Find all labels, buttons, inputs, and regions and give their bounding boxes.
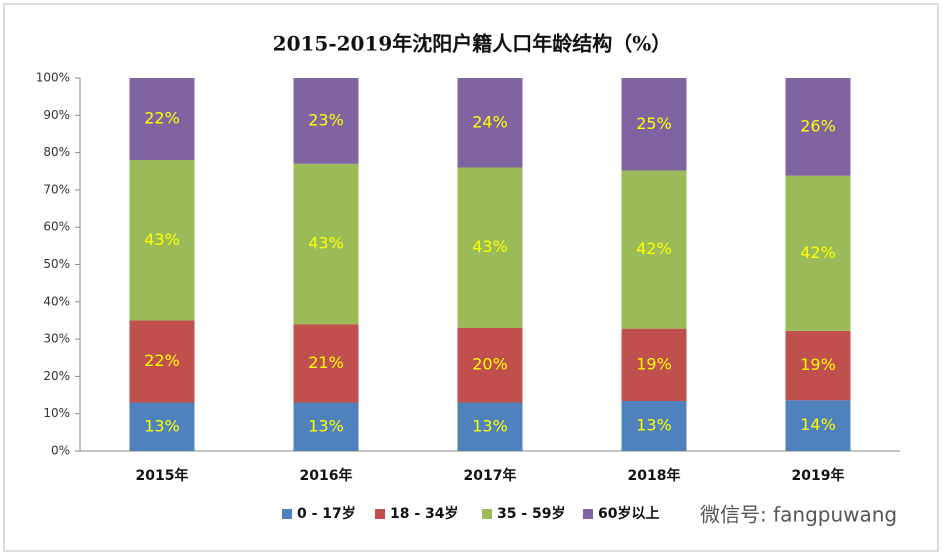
legend-label: 0 - 17岁 [297, 505, 356, 522]
bar-segment [457, 402, 523, 451]
y-tick-label: 40% [43, 294, 70, 308]
data-label: 43% [308, 233, 344, 252]
bar-segment [293, 163, 359, 325]
y-tick-label: 100% [36, 71, 70, 85]
bar-segment [785, 78, 851, 176]
y-tick-label: 50% [43, 257, 70, 271]
legend-swatch [282, 509, 292, 519]
bar-segment [785, 175, 851, 331]
data-label: 13% [636, 416, 672, 435]
x-tick-label: 2015年 [136, 467, 189, 484]
data-label: 23% [308, 110, 344, 129]
data-label: 24% [472, 112, 508, 131]
bar-segment [457, 167, 523, 328]
bar-segment [129, 320, 195, 403]
bar-segment [621, 401, 687, 451]
bar-segment [785, 400, 851, 451]
data-label: 42% [636, 239, 672, 258]
y-tick-label: 70% [43, 182, 70, 196]
bar-segment [457, 78, 523, 168]
bar-segment [457, 327, 523, 403]
data-label: 13% [144, 416, 180, 435]
y-tick-label: 20% [43, 369, 70, 383]
bar-segment [621, 170, 687, 329]
bar-segment [129, 78, 195, 161]
legend-label: 60岁以上 [598, 505, 659, 522]
y-tick-label: 0% [51, 444, 70, 458]
data-label: 25% [636, 114, 672, 133]
data-label: 19% [800, 355, 836, 374]
data-label: 21% [308, 353, 344, 372]
data-label: 14% [800, 415, 836, 434]
bar-segment [129, 160, 195, 321]
y-tick-label: 80% [43, 145, 70, 159]
x-tick-label: 2017年 [464, 467, 517, 484]
data-label: 43% [472, 237, 508, 256]
y-tick-label: 60% [43, 220, 70, 234]
data-label: 19% [636, 354, 672, 373]
data-label: 13% [472, 416, 508, 435]
data-label: 42% [800, 243, 836, 262]
bar-segment [293, 78, 359, 164]
x-tick-label: 2019年 [792, 467, 845, 484]
data-label: 26% [800, 116, 836, 135]
bar-segment [621, 328, 687, 402]
data-label: 20% [472, 355, 508, 374]
data-label: 43% [144, 230, 180, 249]
bar-segment [129, 402, 195, 451]
data-label: 22% [144, 351, 180, 370]
y-tick-label: 90% [43, 108, 70, 122]
bar-segment [785, 330, 851, 401]
bar-segment [293, 324, 359, 403]
chart-title: 2015-2019年沈阳户籍人口年龄结构（%） [273, 32, 672, 56]
legend-label: 35 - 59岁 [497, 505, 566, 522]
legend-swatch [482, 509, 492, 519]
footer-watermark: 微信号: fangpuwang [700, 503, 897, 527]
y-tick-label: 30% [43, 332, 70, 346]
legend-swatch [375, 509, 385, 519]
legend-swatch [583, 509, 593, 519]
y-tick-label: 10% [43, 406, 70, 420]
bar-segment [621, 78, 687, 171]
x-tick-label: 2016年 [300, 467, 353, 484]
data-label: 13% [308, 416, 344, 435]
data-label: 22% [144, 109, 180, 128]
x-tick-label: 2018年 [628, 467, 681, 484]
bar-segment [293, 402, 359, 451]
legend-label: 18 - 34岁 [390, 505, 459, 522]
